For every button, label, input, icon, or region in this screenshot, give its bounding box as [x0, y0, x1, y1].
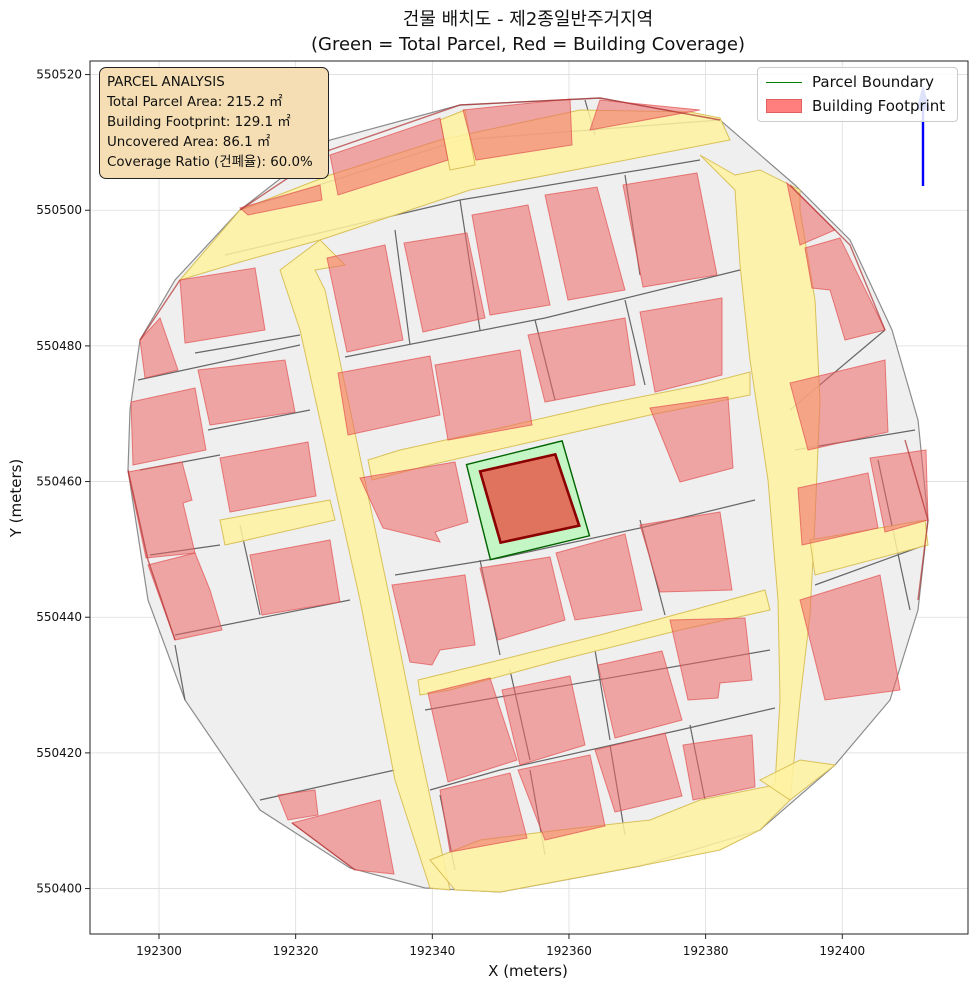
parcel-analysis-line: Uncovered Area: 86.1 ㎡ [107, 135, 271, 150]
parcel-analysis-line: Building Footprint: 129.1 ㎡ [107, 115, 291, 130]
legend-label: Building Footprint [812, 97, 946, 115]
legend-item-building-footprint: Building Footprint [766, 97, 945, 115]
roads [178, 109, 929, 893]
x-tick-label: 192400 [819, 944, 865, 958]
x-tick-label: 192380 [683, 944, 729, 958]
x-axis-label: X (meters) [488, 962, 568, 980]
legend-patch-swatch [766, 99, 802, 113]
legend-item-parcel-boundary: Parcel Boundary [766, 73, 934, 91]
y-axis-ticks: 550400 550420 550440 550460 550480 550500 5505… [36, 68, 90, 896]
y-tick-label: 550400 [36, 882, 82, 896]
x-tick-label: 192320 [273, 944, 319, 958]
y-tick-label: 550500 [36, 203, 82, 217]
legend-label: Parcel Boundary [812, 73, 935, 91]
parcel-analysis-title: PARCEL ANALYSIS [107, 75, 225, 90]
legend-line-swatch [766, 81, 802, 83]
y-axis-label: Y (meters) [7, 459, 25, 539]
x-tick-label: 192300 [136, 944, 182, 958]
chart-subtitle: (Green = Total Parcel, Red = Building Co… [311, 34, 745, 55]
legend: Parcel Boundary Building Footprint [757, 67, 958, 122]
neighbor-buildings [127, 98, 929, 875]
parcel-analysis-box: PARCEL ANALYSIS Total Parcel Area: 215.2… [99, 67, 329, 179]
x-tick-label: 192340 [409, 944, 455, 958]
parcel-analysis-line: Coverage Ratio (건폐율): 60.0% [107, 155, 313, 170]
parcel-analysis-line: Total Parcel Area: 215.2 ㎡ [107, 95, 283, 110]
axes-frame [89, 60, 969, 935]
y-tick-label: 550460 [36, 475, 82, 489]
y-tick-label: 550440 [36, 610, 82, 624]
y-tick-label: 550420 [36, 746, 82, 760]
y-tick-label: 550480 [36, 339, 82, 353]
chart-title: 건물 배치도 - 제2종일반주거지역 [403, 9, 653, 30]
y-tick-label: 550520 [36, 68, 82, 82]
target-building-footprint [478, 452, 581, 545]
x-tick-label: 192360 [546, 944, 592, 958]
x-axis-ticks: 192300 192320 192340 192360 192380 192400 [136, 934, 865, 958]
